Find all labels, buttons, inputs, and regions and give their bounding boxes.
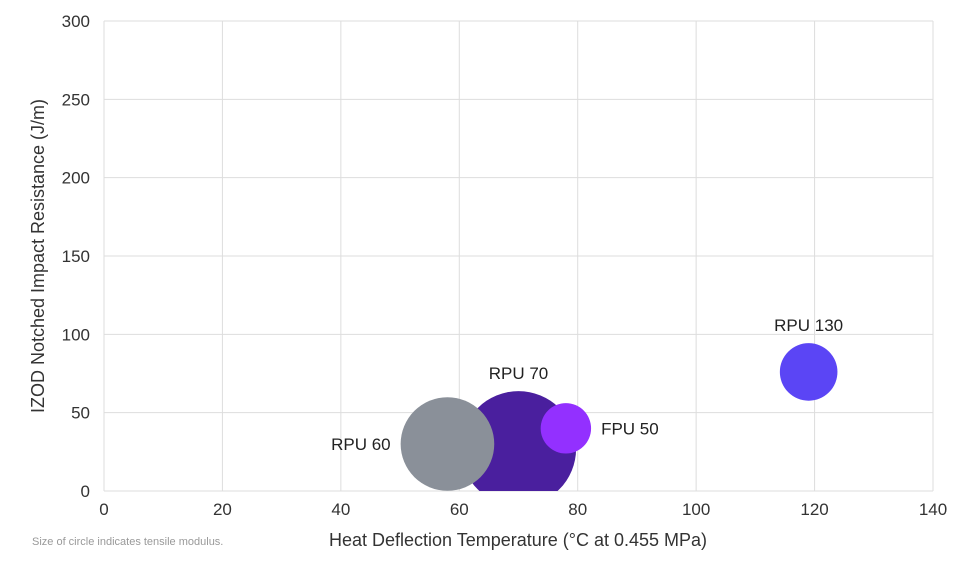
bubble-label: RPU 60: [331, 435, 391, 454]
x-tick-label: 100: [682, 500, 710, 519]
x-tick-label: 60: [450, 500, 469, 519]
y-tick-label: 250: [62, 90, 90, 109]
x-tick-label: 20: [213, 500, 232, 519]
y-tick-label: 150: [62, 247, 90, 266]
x-tick-label: 120: [800, 500, 828, 519]
bubble-fpu-50: [540, 403, 592, 454]
x-tick-label: 0: [99, 500, 108, 519]
y-axis-title: IZOD Notched Impact Resistance (J/m): [28, 99, 48, 413]
x-tick-label: 40: [331, 500, 350, 519]
y-tick-label: 50: [71, 404, 90, 423]
bubble-rpu-130: [779, 343, 838, 401]
x-tick-label: 140: [919, 500, 947, 519]
x-tick-label: 80: [568, 500, 587, 519]
bubbles: [400, 343, 838, 491]
bubble-label: FPU 50: [601, 419, 659, 438]
bubble-rpu-60: [400, 397, 495, 491]
bubble-label: RPU 70: [489, 364, 549, 383]
y-tick-label: 200: [62, 169, 90, 188]
grid-lines: [103, 20, 934, 492]
y-tick-label: 0: [81, 482, 90, 501]
footnote: Size of circle indicates tensile modulus…: [32, 536, 224, 548]
bubble-label: RPU 130: [774, 316, 843, 335]
axes: 0 20 40 60 80 100 120 140 0 50 100 150 200 250 300: [62, 12, 948, 519]
x-axis-title: Heat Deflection Temperature (°C at 0.455…: [329, 530, 707, 550]
y-tick-label: 300: [62, 12, 90, 31]
bubble-labels: RPU 70 RPU 60 FPU 50 RPU 130: [331, 316, 843, 454]
y-tick-label: 100: [62, 325, 90, 344]
